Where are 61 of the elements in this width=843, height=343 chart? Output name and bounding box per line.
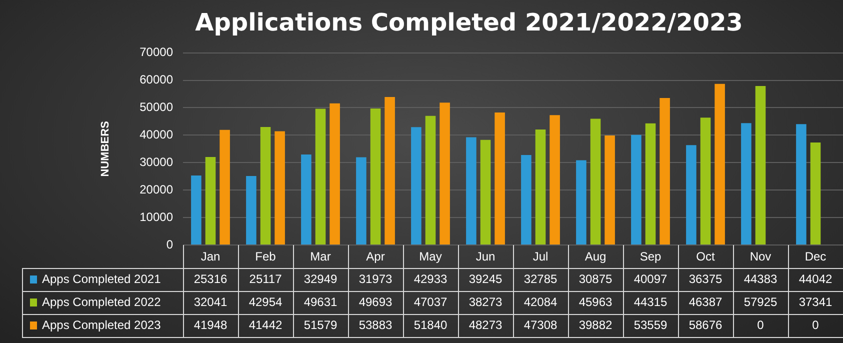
data-label: 32041 — [194, 294, 228, 309]
y-axis-title: NUMBERS — [100, 121, 112, 177]
y-tick-label: 10000 — [140, 210, 174, 224]
data-label: 0 — [757, 318, 764, 332]
x-tick-label: Mar — [310, 250, 331, 264]
y-tick-label: 40000 — [140, 127, 174, 142]
legend-label: Apps Completed 2021 — [42, 272, 162, 286]
x-tick-label: Jan — [200, 250, 220, 264]
x-tick-label: Oct — [696, 250, 716, 264]
x-tick-label: Nov — [750, 250, 772, 264]
data-label: 37341 — [798, 294, 833, 309]
x-tick-label: Jun — [476, 250, 496, 264]
data-label: 42954 — [248, 294, 283, 309]
x-tick-label: Apr — [366, 250, 385, 264]
data-label: 48273 — [468, 318, 503, 332]
data-label: 41442 — [248, 318, 283, 332]
data-label: 51840 — [414, 318, 448, 332]
y-tick-label: 70000 — [140, 45, 174, 60]
x-tick-label: Jul — [532, 250, 548, 264]
data-label: 42933 — [414, 272, 448, 286]
data-label: 39882 — [578, 318, 613, 332]
data-label: 49631 — [304, 294, 338, 309]
y-tick-label: 30000 — [140, 154, 174, 169]
y-tick-label: 60000 — [140, 72, 174, 87]
y-tick-label: 50000 — [140, 100, 174, 114]
data-label: 53559 — [634, 318, 668, 332]
y-tick-label: 0 — [166, 237, 174, 252]
data-label: 25117 — [249, 272, 282, 286]
data-label: 49693 — [358, 294, 393, 309]
x-tick-label: Feb — [255, 250, 276, 264]
data-label: 32949 — [304, 272, 338, 286]
data-label: 44383 — [744, 272, 778, 286]
x-tick-label: Aug — [584, 250, 606, 264]
data-label: 32785 — [524, 272, 558, 286]
data-label: 44042 — [798, 272, 833, 286]
data-label: 42084 — [524, 294, 558, 309]
legend-label: Apps Completed 2022 — [42, 294, 162, 309]
data-label: 30875 — [578, 272, 613, 286]
legend-label: Apps Completed 2023 — [42, 318, 162, 332]
data-label: 57925 — [744, 294, 778, 309]
data-label: 36375 — [688, 272, 723, 286]
data-label: 40097 — [634, 272, 668, 286]
data-label: 25316 — [194, 272, 228, 286]
data-label: 46387 — [688, 294, 723, 309]
x-tick-label: Dec — [804, 250, 826, 264]
data-label: 47308 — [524, 318, 558, 332]
data-label: 39245 — [468, 272, 503, 286]
data-label: 31973 — [358, 272, 393, 286]
data-label: 51579 — [304, 318, 338, 332]
data-label: 41948 — [194, 318, 228, 332]
data-label: 58676 — [688, 318, 723, 332]
data-label: 45963 — [578, 294, 613, 309]
chart-title: Applications Completed 2021/2022/2023 — [195, 8, 743, 37]
y-tick-label: 20000 — [140, 182, 174, 196]
data-label: 0 — [812, 318, 820, 332]
x-tick-label: Sep — [640, 250, 662, 264]
data-label: 44315 — [634, 294, 668, 309]
x-tick-label: May — [419, 250, 442, 264]
data-label: 38273 — [468, 294, 503, 309]
data-label: 53883 — [358, 318, 393, 332]
data-label: 47037 — [414, 294, 448, 309]
